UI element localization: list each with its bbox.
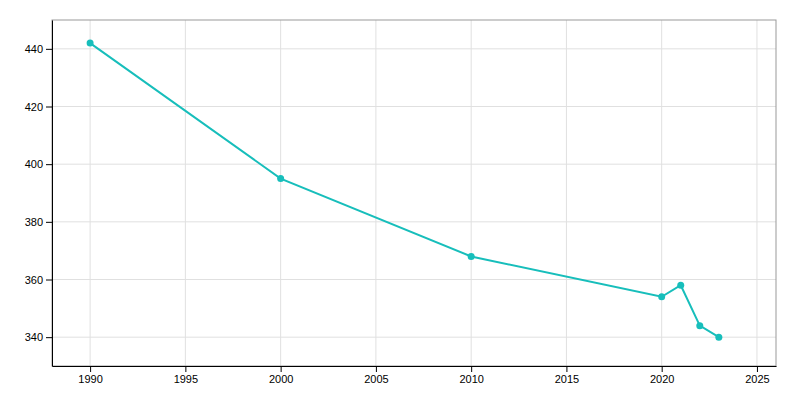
grid bbox=[52, 20, 776, 366]
tick-mark bbox=[46, 164, 52, 165]
axis-line bbox=[53, 366, 777, 367]
tick-label: 400 bbox=[25, 158, 43, 170]
series bbox=[87, 40, 723, 341]
x-axis: 1990 1995 2000 2005 2010 2015 2020 2025 bbox=[53, 366, 777, 385]
tick-mark bbox=[566, 366, 567, 372]
tick-label: 2000 bbox=[269, 373, 293, 385]
tick: 420 bbox=[25, 101, 52, 113]
tick: 2015 bbox=[555, 366, 579, 385]
tick: 2000 bbox=[269, 366, 293, 385]
tick-mark bbox=[185, 366, 186, 372]
plot-frame bbox=[52, 20, 776, 366]
grid-line-y bbox=[52, 221, 776, 222]
tick-mark bbox=[376, 366, 377, 372]
grid-line-x bbox=[280, 20, 281, 366]
point bbox=[468, 253, 475, 260]
grid-line-x bbox=[185, 20, 186, 366]
tick-label: 2015 bbox=[555, 373, 579, 385]
tick: 2020 bbox=[650, 366, 674, 385]
tick-mark bbox=[662, 366, 663, 372]
tick: 400 bbox=[25, 158, 52, 170]
tick-label: 380 bbox=[25, 216, 43, 228]
grid-line-y bbox=[52, 48, 776, 49]
tick: 380 bbox=[25, 216, 52, 228]
tick: 1990 bbox=[78, 366, 102, 385]
tick-label: 1990 bbox=[78, 373, 102, 385]
tick-label: 420 bbox=[25, 101, 43, 113]
y-axis: 340 360 380 400 420 440 bbox=[25, 21, 53, 367]
grid-line-y bbox=[52, 164, 776, 165]
point bbox=[87, 40, 94, 47]
point bbox=[715, 334, 722, 341]
line bbox=[90, 43, 719, 337]
tick-mark bbox=[757, 366, 758, 372]
tick-label: 2025 bbox=[745, 373, 769, 385]
axis-line bbox=[52, 21, 53, 367]
tick-label: 1995 bbox=[174, 373, 198, 385]
tick-label: 2005 bbox=[364, 373, 388, 385]
tick-mark bbox=[46, 49, 52, 50]
grid-line-x bbox=[566, 20, 567, 366]
tick-mark bbox=[46, 107, 52, 108]
grid-line-y bbox=[52, 106, 776, 107]
tick-label: 2020 bbox=[650, 373, 674, 385]
tick: 360 bbox=[25, 274, 52, 286]
grid-line-x bbox=[375, 20, 376, 366]
tick-label: 360 bbox=[25, 274, 43, 286]
tick-mark bbox=[46, 222, 52, 223]
tick: 440 bbox=[25, 43, 52, 55]
grid-line-x bbox=[661, 20, 662, 366]
grid-line-x bbox=[90, 20, 91, 366]
point bbox=[696, 322, 703, 329]
grid-line-x bbox=[756, 20, 757, 366]
tick-mark bbox=[471, 366, 472, 372]
grid-line-y bbox=[52, 337, 776, 338]
tick-mark bbox=[46, 280, 52, 281]
tick-label: 440 bbox=[25, 43, 43, 55]
tick: 340 bbox=[25, 331, 52, 343]
tick-label: 2010 bbox=[459, 373, 483, 385]
point bbox=[677, 282, 684, 289]
plot: 1990 1995 2000 2005 2010 2015 2020 2025 340 360 38… bbox=[25, 20, 777, 385]
tick-mark bbox=[46, 337, 52, 338]
grid-line-x bbox=[471, 20, 472, 366]
chart: 1990 1995 2000 2005 2010 2015 2020 2025 340 360 38… bbox=[0, 0, 800, 400]
tick: 1995 bbox=[174, 366, 198, 385]
tick: 2010 bbox=[459, 366, 483, 385]
tick-mark bbox=[90, 366, 91, 372]
point bbox=[277, 175, 284, 182]
point bbox=[658, 293, 665, 300]
tick: 2005 bbox=[364, 366, 388, 385]
tick-mark bbox=[281, 366, 282, 372]
tick: 2025 bbox=[745, 366, 769, 385]
tick-label: 340 bbox=[25, 331, 43, 343]
grid-line-y bbox=[52, 279, 776, 280]
